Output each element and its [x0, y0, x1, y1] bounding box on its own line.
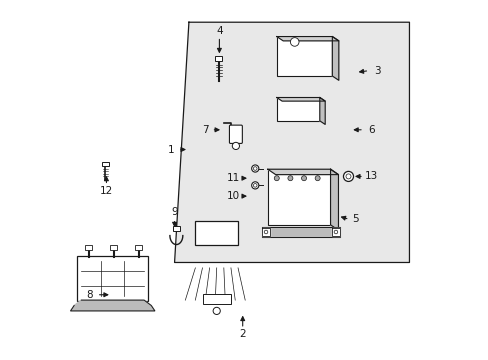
FancyBboxPatch shape: [85, 245, 92, 249]
Polygon shape: [174, 22, 408, 262]
Circle shape: [251, 165, 258, 172]
Circle shape: [333, 230, 337, 234]
FancyBboxPatch shape: [77, 256, 148, 301]
Polygon shape: [262, 226, 339, 237]
Circle shape: [343, 171, 353, 181]
Text: 1: 1: [167, 144, 174, 154]
Polygon shape: [267, 169, 338, 175]
FancyBboxPatch shape: [135, 245, 142, 249]
Circle shape: [274, 176, 279, 181]
Circle shape: [251, 182, 258, 189]
Text: 7: 7: [202, 125, 208, 135]
Text: 11: 11: [226, 173, 240, 183]
FancyBboxPatch shape: [229, 125, 242, 143]
Text: 5: 5: [352, 215, 358, 224]
Polygon shape: [332, 37, 338, 80]
FancyBboxPatch shape: [215, 56, 222, 61]
Circle shape: [287, 176, 292, 181]
Text: 8: 8: [86, 290, 93, 300]
Text: 10: 10: [227, 191, 240, 201]
Text: 13: 13: [365, 171, 378, 181]
FancyBboxPatch shape: [172, 226, 180, 231]
Circle shape: [213, 307, 220, 315]
FancyBboxPatch shape: [203, 294, 230, 304]
Polygon shape: [330, 169, 338, 230]
Circle shape: [346, 174, 350, 179]
Text: 6: 6: [368, 125, 374, 135]
FancyBboxPatch shape: [110, 245, 117, 249]
Polygon shape: [276, 98, 319, 121]
Text: 3: 3: [373, 66, 380, 76]
Polygon shape: [262, 228, 269, 235]
Circle shape: [232, 142, 239, 149]
Polygon shape: [332, 228, 339, 235]
FancyBboxPatch shape: [102, 162, 108, 166]
Polygon shape: [319, 98, 325, 125]
Text: 9: 9: [171, 207, 178, 217]
Circle shape: [253, 184, 257, 187]
Text: 2: 2: [239, 329, 245, 339]
Polygon shape: [276, 37, 338, 41]
Circle shape: [290, 38, 298, 46]
Polygon shape: [267, 169, 330, 225]
Circle shape: [264, 230, 267, 234]
Polygon shape: [276, 37, 332, 76]
Circle shape: [301, 176, 306, 181]
Text: 12: 12: [100, 186, 113, 196]
Circle shape: [314, 176, 320, 181]
Circle shape: [253, 167, 257, 170]
FancyBboxPatch shape: [195, 221, 238, 245]
Polygon shape: [70, 300, 155, 311]
Text: 4: 4: [216, 26, 222, 36]
Polygon shape: [276, 98, 325, 101]
